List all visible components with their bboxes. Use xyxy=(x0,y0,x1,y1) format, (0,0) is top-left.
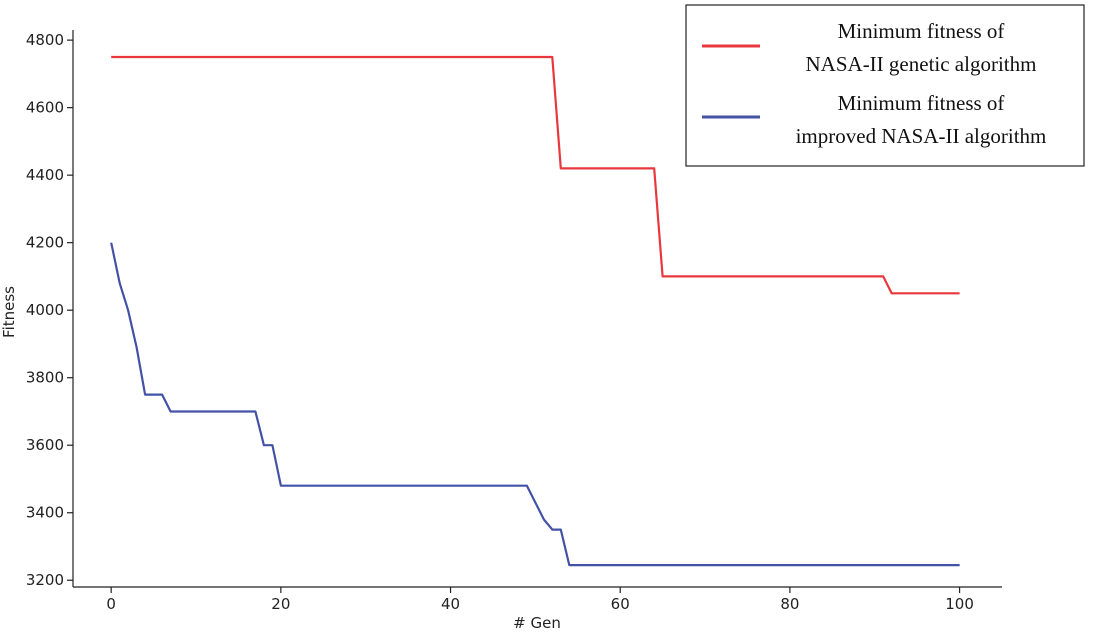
y-ticks: 3200 3400 3600 3800 4000 4200 4400 4600 4800 xyxy=(26,31,73,589)
series-layer xyxy=(110,55,960,567)
legend-label-nasa-ii-line1: Minimum fitness of xyxy=(838,19,1005,43)
legend-label-nasa-ii-line2: NASA-II genetic algorithm xyxy=(806,52,1037,76)
y-tick-label: 3400 xyxy=(26,504,64,522)
x-tick-label: 0 xyxy=(106,595,116,613)
x-tick-label: 60 xyxy=(611,595,630,613)
x-tick-label: 80 xyxy=(780,595,799,613)
legend-box xyxy=(685,4,1085,167)
x-ticks: 0 20 40 60 80 100 xyxy=(106,587,974,613)
legend: Minimum fitness of NASA-II genetic algor… xyxy=(685,4,1085,167)
legend-label-improved-line2: improved NASA-II algorithm xyxy=(796,124,1047,148)
y-tick-label: 4800 xyxy=(26,31,64,49)
y-tick-label: 4200 xyxy=(26,234,64,252)
series-line-nasa-ii xyxy=(111,55,960,295)
x-tick-label: 40 xyxy=(441,595,460,613)
y-axis-title: Fitness xyxy=(0,286,18,338)
y-tick-label: 4400 xyxy=(26,166,64,184)
y-tick-label: 3800 xyxy=(26,369,64,387)
x-tick-label: 20 xyxy=(271,595,290,613)
y-tick-label: 4000 xyxy=(26,301,64,319)
x-axis-title: # Gen xyxy=(513,614,561,632)
legend-label-improved-line1: Minimum fitness of xyxy=(838,91,1005,115)
y-tick-label: 3200 xyxy=(26,571,64,589)
y-tick-label: 3600 xyxy=(26,436,64,454)
series-line-improved-nasa-ii xyxy=(110,242,960,567)
y-tick-label: 4600 xyxy=(26,99,64,117)
x-tick-label: 100 xyxy=(945,595,974,613)
